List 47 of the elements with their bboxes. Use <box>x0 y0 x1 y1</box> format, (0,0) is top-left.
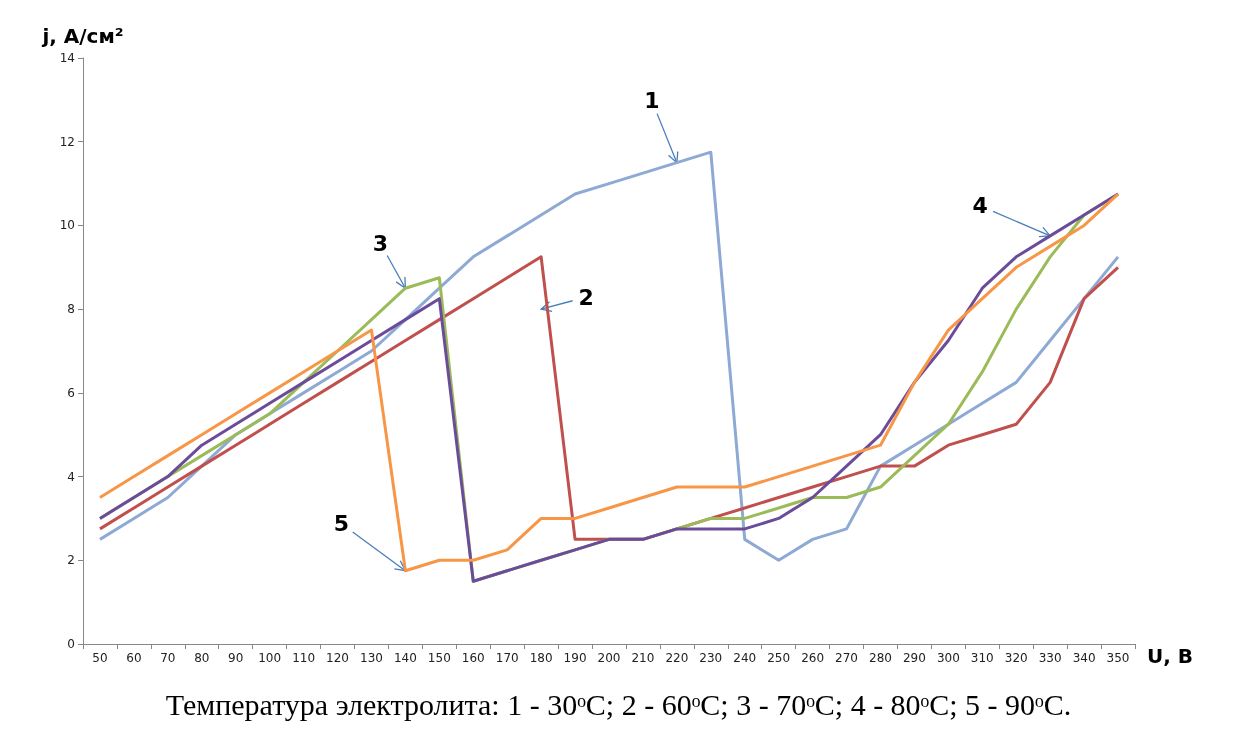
x-tick-label: 70 <box>160 651 176 665</box>
x-tick-label: 240 <box>733 651 757 665</box>
x-tick-label: 120 <box>326 651 349 665</box>
text: Температура электролита: 1 - 30ᵒC; 2 - 60ᵒC; 3 - 70ᵒC; 4 - 80ᵒC; 5 - 90ᵒC. <box>165 687 1072 721</box>
x-tick-label: 310 <box>970 651 994 665</box>
x-tick-label: 280 <box>869 651 892 665</box>
y-tick-label: 0 <box>67 637 75 651</box>
x-tick-label: 80 <box>194 651 210 665</box>
x-tick-label: 320 <box>1004 651 1028 665</box>
x-tick-label: 170 <box>495 651 519 665</box>
x-tick-label: 340 <box>1072 651 1096 665</box>
x-tick-label: 140 <box>393 651 417 665</box>
x-tick-label: 350 <box>1106 651 1130 665</box>
x-tick-label: 130 <box>360 651 383 665</box>
x-tick-label: 330 <box>1038 651 1062 665</box>
x-tick-label: 110 <box>292 651 316 665</box>
annotation: 5 <box>333 511 350 537</box>
x-tick-label: 260 <box>801 651 825 665</box>
y-tick-label: 2 <box>67 553 75 568</box>
x-tick-label: 200 <box>597 651 621 665</box>
x-tick-label: 100 <box>258 651 282 665</box>
y-tick-label: 4 <box>67 469 75 484</box>
y-tick-label: 10 <box>59 218 75 233</box>
y-axis-title: j, А/см² <box>41 24 124 48</box>
x-tick-label: 210 <box>631 651 655 665</box>
y-tick-label: 8 <box>67 302 75 317</box>
x-tick-label: 270 <box>835 651 858 665</box>
x-tick-label: 150 <box>427 651 451 665</box>
annotation: 1 <box>644 88 660 114</box>
y-tick-label: 6 <box>67 385 75 400</box>
x-tick-label: 160 <box>461 651 485 665</box>
x-tick-label: 90 <box>228 651 244 665</box>
x-tick-label: 50 <box>92 651 108 665</box>
annotation: 3 <box>372 230 389 256</box>
x-tick-label: 190 <box>563 651 587 665</box>
x-tick-label: 60 <box>126 651 142 665</box>
x-tick-label: 180 <box>529 651 553 665</box>
annotation: 4 <box>972 193 988 219</box>
x-tick-label: 220 <box>665 651 689 665</box>
x-tick-label: 300 <box>936 651 960 665</box>
x-tick-label: 290 <box>902 651 926 665</box>
y-tick-label: 12 <box>59 134 75 149</box>
y-tick-label: 14 <box>59 51 75 65</box>
x-tick-label: 230 <box>699 651 723 665</box>
x-axis-title: U, В <box>1147 644 1194 668</box>
annotation: 2 <box>578 284 594 310</box>
x-tick-label: 250 <box>767 651 791 665</box>
